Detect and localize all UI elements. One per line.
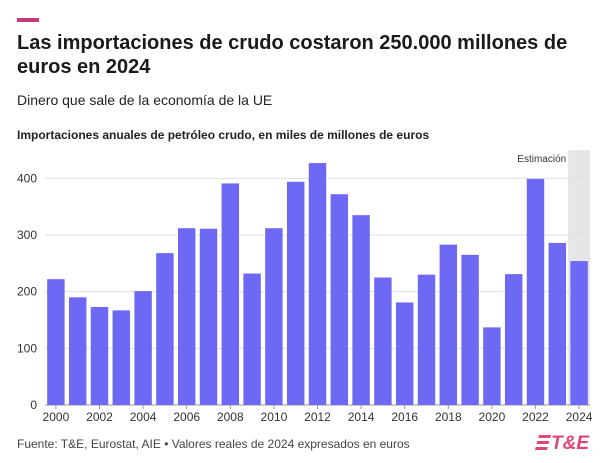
estimate-label: Estimación xyxy=(517,154,566,165)
bar-2013 xyxy=(330,194,349,405)
y-tick-label: 100 xyxy=(17,341,37,355)
bar-2017 xyxy=(417,274,436,405)
bar-2015 xyxy=(374,277,392,405)
bar-2007 xyxy=(199,228,218,405)
x-tick-label: 2020 xyxy=(479,410,506,424)
bar-2022 xyxy=(526,178,545,405)
bar-2021 xyxy=(504,274,523,405)
x-tick-label: 2014 xyxy=(348,410,375,424)
x-tick-label: 2004 xyxy=(130,410,157,424)
source-note: Fuente: T&E, Eurostat, AIE • Valores rea… xyxy=(17,437,410,451)
y-tick-label: 0 xyxy=(30,398,37,412)
bar-2020 xyxy=(483,327,501,405)
bar-2005 xyxy=(156,253,174,405)
page-subtitle: Dinero que sale de la economía de la UE xyxy=(17,92,273,108)
bar-2011 xyxy=(286,181,305,405)
bar-2003 xyxy=(112,310,131,405)
x-tick-label: 2010 xyxy=(261,410,288,424)
bar-2010 xyxy=(265,228,283,405)
logo-stripes-icon xyxy=(534,435,552,450)
x-tick-label: 2008 xyxy=(217,410,244,424)
x-tick-label: 2024 xyxy=(566,410,593,424)
bar-2000 xyxy=(47,279,65,405)
bar-2018 xyxy=(439,244,458,405)
bar-2001 xyxy=(68,297,87,405)
bar-2024 xyxy=(570,261,588,405)
y-tick-label: 300 xyxy=(17,228,37,242)
x-tick-label: 2000 xyxy=(43,410,70,424)
bar-2006 xyxy=(177,228,196,405)
bar-2012 xyxy=(308,163,327,405)
chart-title: Importaciones anuales de petróleo crudo,… xyxy=(17,128,430,142)
x-tick-label: 2016 xyxy=(391,410,418,424)
bar-2019 xyxy=(461,254,479,405)
x-tick-label: 2002 xyxy=(86,410,113,424)
x-tick-label: 2022 xyxy=(522,410,549,424)
bar-2023 xyxy=(548,242,567,405)
bar-2016 xyxy=(395,302,414,405)
bar-2002 xyxy=(90,306,109,405)
y-tick-label: 400 xyxy=(17,171,37,185)
x-tick-label: 2018 xyxy=(435,410,462,424)
bar-2009 xyxy=(243,273,261,405)
x-tick-label: 2012 xyxy=(304,410,331,424)
x-tick-label: 2006 xyxy=(173,410,200,424)
page-title: Las importaciones de crudo costaron 250.… xyxy=(17,32,568,78)
y-tick-label: 200 xyxy=(17,285,37,299)
brand-logo: T&E xyxy=(534,433,589,455)
accent-bar xyxy=(17,18,39,22)
bar-2008 xyxy=(221,183,240,405)
bar-2004 xyxy=(134,291,152,405)
bar-2014 xyxy=(352,215,370,405)
logo-text: T&E xyxy=(551,433,589,454)
